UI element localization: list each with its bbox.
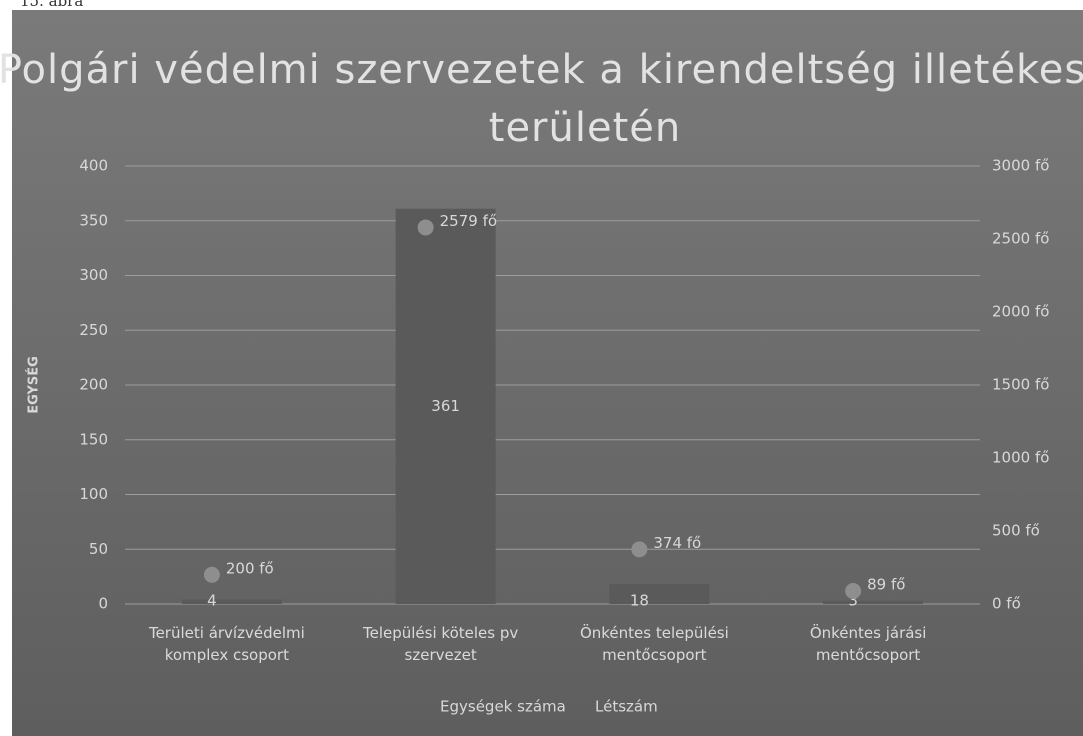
bar — [609, 584, 710, 604]
y2-tick-label: 500 fő — [992, 522, 1040, 540]
y-tick-label: 300 — [79, 266, 108, 284]
marker — [845, 583, 862, 600]
x-tick-label: Területi árvízvédelmi komplex csoport — [148, 624, 305, 664]
y2-tick-label: 2000 fő — [992, 303, 1049, 321]
data-label: 3 — [848, 592, 858, 610]
data-label: 18 — [630, 592, 649, 610]
y-tick-label: 250 — [79, 321, 108, 339]
x-tick-label: Önkéntes települési mentőcsoport — [579, 624, 729, 664]
legend-label: Egységek száma — [440, 698, 566, 716]
y2-tick-label: 1000 fő — [992, 449, 1049, 467]
chart-title: Polgári védelmi szervezetek a kirendelts… — [0, 47, 1083, 151]
y-tick-label: 100 — [79, 485, 108, 503]
caption: 15. ábra — [20, 0, 83, 10]
y2-tick-label: 1500 fő — [992, 376, 1049, 394]
bar — [181, 599, 282, 604]
y2-tick-label: 0 fő — [992, 595, 1021, 613]
y-axis-title: EGYSÉG — [26, 356, 42, 414]
marker — [203, 566, 220, 583]
data-label: 2579 fő — [440, 212, 497, 230]
y-tick-label: 150 — [79, 430, 108, 448]
chart-background — [12, 10, 1083, 736]
data-label: 89 fő — [867, 576, 905, 594]
y-tick-label: 50 — [89, 540, 108, 558]
legend-label: Létszám — [595, 698, 658, 716]
bar — [395, 208, 496, 604]
y-tick-label: 0 — [98, 595, 108, 613]
x-tick-label: Települési köteles pv szervezet — [363, 624, 519, 664]
y2-tick-label: 2500 fő — [992, 230, 1049, 248]
marker — [417, 219, 434, 236]
data-label: 200 fő — [226, 559, 274, 577]
y-tick-label: 200 — [79, 376, 108, 394]
y-tick-label: 350 — [79, 211, 108, 229]
marker — [631, 541, 648, 558]
y2-tick-label: 3000 fő — [992, 157, 1049, 175]
y-tick-label: 400 — [79, 157, 108, 175]
data-label: 4 — [207, 592, 217, 610]
data-label: 361 — [431, 397, 460, 415]
data-label: 374 fő — [653, 534, 701, 552]
bar — [823, 600, 924, 604]
x-tick-label: Önkéntes járási mentőcsoport — [809, 624, 927, 664]
